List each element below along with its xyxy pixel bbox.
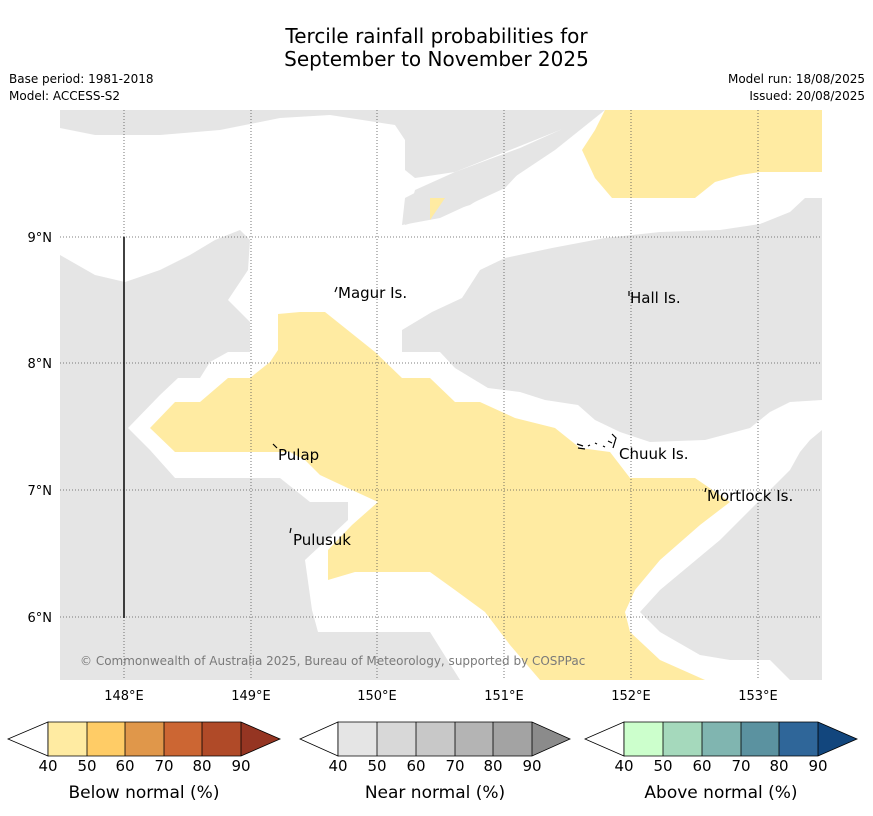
base-period-text: Base period: 1981-2018 — [9, 72, 154, 86]
colorbar-near-swatch-1 — [338, 722, 377, 756]
issued-text: Issued: 20/08/2025 — [749, 89, 865, 103]
colorbar-above-extend-low — [583, 721, 625, 757]
mortlock-island-mark — [704, 487, 707, 493]
colorbar-below-normal: 40 50 60 70 80 90 Below normal (%) — [6, 721, 282, 803]
colorbar-near-swatch-2 — [377, 722, 416, 756]
near-tick-60: 60 — [406, 757, 425, 775]
below-tick-80: 80 — [192, 757, 211, 775]
colorbar-below-swatch-1 — [48, 722, 87, 756]
near-tick-50: 50 — [367, 757, 386, 775]
above-tick-50: 50 — [653, 757, 672, 775]
colorbar-below-extend-low — [6, 721, 49, 757]
colorbar-near-swatch-4 — [455, 722, 493, 756]
lon-label-153e: 153°E — [738, 689, 778, 704]
chuuk-island-marks — [576, 433, 617, 450]
place-label-pulap: Pulap — [278, 446, 319, 464]
colorbar-near-swatch-5 — [493, 722, 532, 756]
lat-label-6n: 6°N — [28, 611, 53, 626]
colorbar-above-normal: 40 50 60 70 80 90 Above normal (%) — [583, 721, 859, 803]
graticule — [60, 110, 822, 680]
colorbar-above-extend-high — [818, 722, 857, 756]
colorbar-near-swatch-3 — [416, 722, 455, 756]
above-tick-90: 90 — [808, 757, 827, 775]
below-tick-40: 40 — [38, 757, 57, 775]
colorbar-below-swatch-3 — [125, 722, 164, 756]
colorbar-near-extend-high — [532, 722, 570, 756]
lat-label-7n: 7°N — [28, 484, 53, 499]
near-normal-region-southeast — [640, 430, 822, 680]
near-normal-label: Near normal (%) — [365, 783, 505, 803]
near-tick-80: 80 — [483, 757, 502, 775]
place-label-magur: Magur Is. — [338, 284, 407, 302]
colorbar-above-swatch-2 — [663, 722, 702, 756]
below-normal-label: Below normal (%) — [69, 783, 220, 803]
colorbar-near-normal: 40 50 60 70 80 90 Near normal (%) — [299, 721, 571, 803]
copyright-text: © Commonwealth of Australia 2025, Bureau… — [80, 654, 585, 668]
lat-label-8n: 8°N — [28, 357, 53, 372]
island-marks — [272, 286, 707, 534]
below-normal-region-central — [150, 312, 730, 680]
colorbar-below-swatch-2 — [87, 722, 125, 756]
below-tick-90: 90 — [231, 757, 250, 775]
lon-label-151e: 151°E — [484, 689, 524, 704]
map-title-line2: September to November 2025 — [284, 47, 589, 71]
near-tick-70: 70 — [445, 757, 464, 775]
map-plot-area — [60, 110, 822, 680]
map-title-line1: Tercile rainfall probabilities for — [285, 24, 588, 48]
above-tick-60: 60 — [692, 757, 711, 775]
above-tick-80: 80 — [769, 757, 788, 775]
near-tick-90: 90 — [522, 757, 541, 775]
near-normal-region-east — [402, 198, 822, 442]
below-normal-region-northeast — [582, 110, 822, 198]
model-run-text: Model run: 18/08/2025 — [727, 72, 865, 86]
colorbar-above-swatch-3 — [702, 722, 741, 756]
place-label-chuuk: Chuuk Is. — [619, 445, 688, 463]
place-label-hall: Hall Is. — [630, 289, 681, 307]
below-tick-70: 70 — [154, 757, 173, 775]
lon-label-149e: 149°E — [231, 689, 271, 704]
colorbar-above-swatch-4 — [741, 722, 779, 756]
near-normal-region-northwest — [60, 110, 585, 225]
colorbar-below-swatch-4 — [164, 722, 202, 756]
colorbar-near-extend-low — [299, 721, 339, 757]
colorbar-below-extend-high — [241, 722, 280, 756]
below-normal-regions — [150, 110, 822, 680]
lon-label-148e: 148°E — [104, 689, 144, 704]
near-normal-regions — [60, 110, 822, 680]
near-tick-40: 40 — [328, 757, 347, 775]
below-tick-50: 50 — [77, 757, 96, 775]
colorbar-above-swatch-1 — [624, 722, 663, 756]
pulusuk-island-mark — [289, 527, 292, 534]
below-normal-region-small — [430, 198, 445, 220]
colorbar-below-swatch-5 — [202, 722, 241, 756]
above-tick-70: 70 — [731, 757, 750, 775]
place-label-mortlock: Mortlock Is. — [707, 487, 793, 505]
place-label-pulusuk: Pulusuk — [293, 531, 351, 549]
above-tick-40: 40 — [614, 757, 633, 775]
above-normal-label: Above normal (%) — [644, 783, 797, 803]
below-tick-60: 60 — [115, 757, 134, 775]
lon-label-152e: 152°E — [611, 689, 651, 704]
model-text: Model: ACCESS-S2 — [9, 89, 121, 103]
lat-label-9n: 9°N — [28, 231, 53, 246]
magur-island-mark — [334, 286, 338, 293]
near-normal-region-west — [60, 230, 460, 680]
lon-label-150e: 150°E — [357, 689, 397, 704]
pulap-island-mark — [272, 443, 278, 449]
colorbar-above-swatch-5 — [779, 722, 818, 756]
